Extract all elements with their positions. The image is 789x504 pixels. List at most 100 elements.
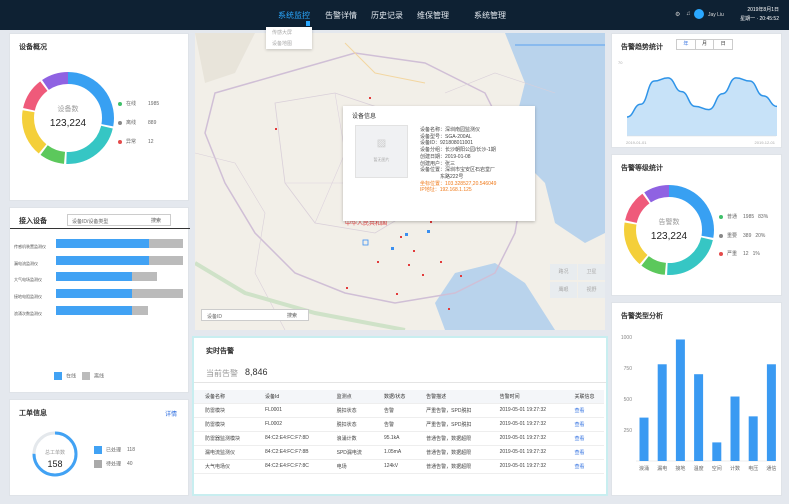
- view-link[interactable]: 查看: [563, 445, 604, 460]
- bar-online: [56, 256, 149, 265]
- alarm-level-card: 告警等级统计 告警数 123,224 普通 1985 83% 重要 389 20% 严重…: [611, 154, 782, 296]
- cell: 2019-05-01 19:27:32: [488, 431, 564, 446]
- card-title: 告警等级统计: [621, 165, 663, 172]
- tab-year[interactable]: 年: [677, 40, 696, 49]
- access-device-card: 接入设备 设备ID/设备类型 搜索 传感机装置监测仪 漏电流监测仪 大气电场监测…: [9, 207, 190, 393]
- bar: [657, 364, 667, 461]
- current-alarm-value: 8,846: [245, 367, 268, 377]
- y-tick-label: 1000: [621, 335, 632, 341]
- cell: 95.1kA: [372, 431, 416, 446]
- detail-link[interactable]: 详情: [164, 412, 177, 418]
- table-row: 防雷器监测模块 84:C2:E4:FC:F7:8D 浪涌计数 95.1kA 普通告警，数…: [194, 431, 604, 446]
- item-label: 大气电场监测仪: [14, 277, 42, 282]
- cell: 84:C2:E4:FC:F7:8C: [254, 459, 326, 474]
- map-search-input[interactable]: 设备ID: [201, 309, 309, 321]
- cell: 2019-05-01 19:27:32: [488, 445, 564, 460]
- dot-icon: [719, 251, 723, 256]
- time-text: 星期一 · 20:45:52: [740, 16, 779, 22]
- x-tick-label: 浪涌: [639, 465, 649, 472]
- cell: 严重告警，SPD脱扣: [415, 403, 489, 418]
- bell-icon[interactable]: ♫: [686, 11, 691, 17]
- legend-label: 重要: [727, 233, 738, 239]
- popup-title: 设备信息: [352, 114, 377, 120]
- bar: [748, 416, 758, 461]
- col-header: 设备名称: [194, 390, 255, 404]
- cell: 84:C2:E4:FC:F7:8D: [254, 431, 326, 446]
- alarm-trend-card: 告警趋势统计 年 月 日 70 2019-01-01 2019-12-01: [611, 33, 782, 148]
- donut-center-label: 总工单数: [44, 450, 65, 456]
- legend-offline: 离线: [82, 372, 104, 380]
- legend-label: 在线: [66, 373, 77, 380]
- dropdown-item[interactable]: 传感大屏: [272, 30, 293, 36]
- tab-day[interactable]: 日: [720, 41, 726, 47]
- legend-online: 在线 1985: [118, 100, 159, 107]
- donut-total: 123,224: [650, 231, 688, 242]
- x-end-label: 2019-12-01: [754, 140, 775, 145]
- card-title: 实时告警: [206, 348, 234, 355]
- dot-icon: [118, 101, 122, 106]
- legend-severe: 严重 12 1%: [719, 250, 760, 257]
- card-title: 工单信息: [19, 410, 47, 417]
- donut-center-label: 设备数: [57, 106, 79, 113]
- item-label: 漏电流监测仪: [14, 261, 38, 266]
- trend-area: [627, 77, 777, 136]
- cell: 2019-05-01 19:27:32: [488, 403, 564, 418]
- nav-maintenance[interactable]: 维保管理: [417, 11, 449, 20]
- view-link[interactable]: 查看: [563, 417, 604, 432]
- legend-value: 889: [148, 120, 157, 126]
- map-control[interactable]: 视野: [578, 282, 605, 298]
- view-link[interactable]: 查看: [563, 403, 604, 418]
- tab-month[interactable]: 月: [696, 40, 715, 49]
- field-id: 设备ID：921808011001: [420, 140, 473, 147]
- dot-icon: [719, 233, 723, 238]
- view-link[interactable]: 查看: [563, 459, 604, 474]
- image-placeholder-icon: ▨: [376, 138, 387, 149]
- period-tabs: 年 月 日: [676, 39, 733, 50]
- square-icon: [94, 460, 102, 468]
- legend-value: 1985: [148, 101, 160, 107]
- nav-history[interactable]: 历史记录: [371, 11, 403, 20]
- view-link[interactable]: 查看: [563, 431, 604, 446]
- image-label: 暂无图片: [373, 157, 390, 162]
- nav-system-manage[interactable]: 系统管理: [474, 11, 506, 20]
- top-nav-bar: 系统监控 告警详情 历史记录 维保管理 系统管理 ⚙ ♫ Jay Liu 201…: [0, 0, 789, 30]
- legend-label: 在线: [126, 101, 137, 107]
- legend-value: 389: [743, 233, 752, 239]
- table-row: 防雷模块 FL0001 脱扣状态 告警 严重告警，SPD脱扣 2019-05-01 19:…: [194, 403, 604, 418]
- cell: 84:C2:E4:FC:F7:8B: [254, 445, 326, 460]
- map-control[interactable]: 卫星: [578, 264, 605, 280]
- user-name[interactable]: Jay Liu: [708, 12, 724, 18]
- device-search-input[interactable]: 设备ID/设备类型: [67, 214, 171, 226]
- legend-pct: 20%: [755, 233, 766, 239]
- legend-label: 严重: [727, 251, 738, 257]
- field-created-date: 创建日期：2019-01-08: [420, 153, 471, 160]
- cell: 大气电场仪: [194, 459, 255, 474]
- legend-important: 重要 389 20%: [719, 232, 765, 239]
- cell: 普通告警，数据超限: [415, 431, 489, 446]
- cell: 脱扣状态: [325, 417, 373, 432]
- avatar[interactable]: [694, 9, 704, 19]
- field-group: 设备分组：长沙朝阳公园/长沙-1期: [420, 147, 496, 154]
- nav-system-monitor[interactable]: 系统监控: [278, 11, 310, 20]
- donut-total: 158: [47, 459, 63, 469]
- level-donut: [624, 185, 714, 275]
- map-control[interactable]: 路况: [550, 264, 577, 280]
- device-info-popup: 设备信息 ▨ 暂无图片 设备名称：深圳南园监测仪 设备型号：SGA-200AL …: [343, 106, 535, 221]
- search-button[interactable]: 搜索: [151, 218, 162, 224]
- device-image: ▨ 暂无图片: [355, 125, 408, 178]
- map-control[interactable]: 鹰眼: [550, 282, 577, 298]
- map-search-button[interactable]: 搜索: [287, 313, 298, 319]
- item-label: 传感机装置监测仪: [14, 244, 46, 249]
- bar-online: [56, 272, 132, 281]
- device-map[interactable]: 中华人民共和国 设备信息 ▨ 暂无图片 设备名称：深圳南园监测仪 设备型号：SG…: [195, 33, 605, 330]
- cell: 2019-05-01 19:27:32: [488, 417, 564, 432]
- table-row: 防雷模块 FL0002 脱扣状态 告警 严重告警，SPD脱扣 2019-05-01 19:…: [194, 417, 604, 432]
- nav-alarm-detail[interactable]: 告警详情: [325, 11, 357, 20]
- cell: 严重告警，SPD脱扣: [415, 417, 489, 432]
- field-creator: 创建用户：张三: [420, 160, 456, 167]
- field-coords: 坐标位置：103.328527,20.546049: [420, 180, 497, 187]
- dropdown-item[interactable]: 设备地图: [272, 41, 293, 47]
- settings-icon[interactable]: ⚙: [675, 12, 681, 18]
- legend-abnormal: 异常 12: [118, 138, 154, 145]
- table-row: 漏电流监测仪 84:C2:E4:FC:F7:8B SPD漏电流 1.05mA 普通告警，…: [194, 445, 604, 460]
